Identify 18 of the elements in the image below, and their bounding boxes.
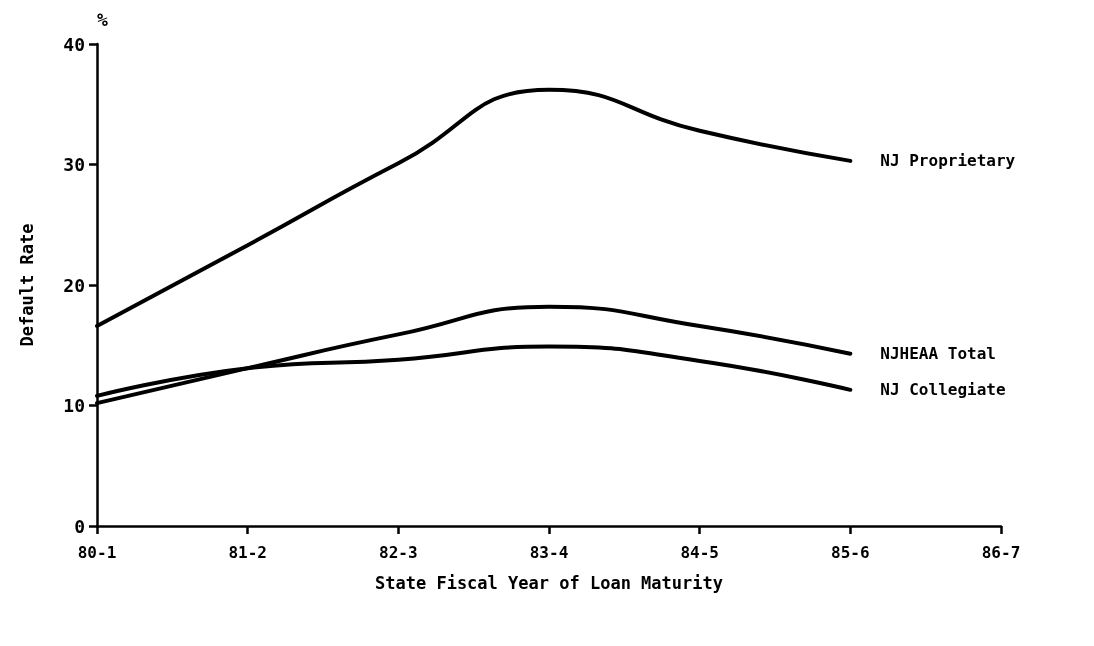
- y-tick-label: 20: [63, 274, 85, 296]
- y-tick-label: 10: [63, 395, 85, 416]
- x-tick-label: 82-3: [379, 542, 418, 562]
- y-tick-label: 30: [63, 154, 85, 175]
- x-axis-title: State Fiscal Year of Loan Maturity: [375, 572, 723, 593]
- series-label: NJHEAA Total: [880, 344, 996, 364]
- x-tick-label: 85-6: [831, 542, 870, 562]
- x-tick-label: 80-1: [77, 542, 117, 562]
- y-tick-label: 40: [63, 33, 85, 55]
- series-label: NJ Proprietary: [880, 151, 1016, 171]
- y-axis-title: Default Rate: [16, 223, 37, 347]
- series-label: NJ Collegiate: [880, 380, 1006, 400]
- x-tick-label: 81-2: [228, 542, 267, 562]
- x-tick-label: 84-5: [680, 542, 719, 562]
- text: %: [97, 8, 108, 30]
- x-tick-label: 83-4: [529, 542, 569, 562]
- x-tick-label: 86-7: [981, 542, 1021, 562]
- y-tick-label: 0: [74, 515, 85, 537]
